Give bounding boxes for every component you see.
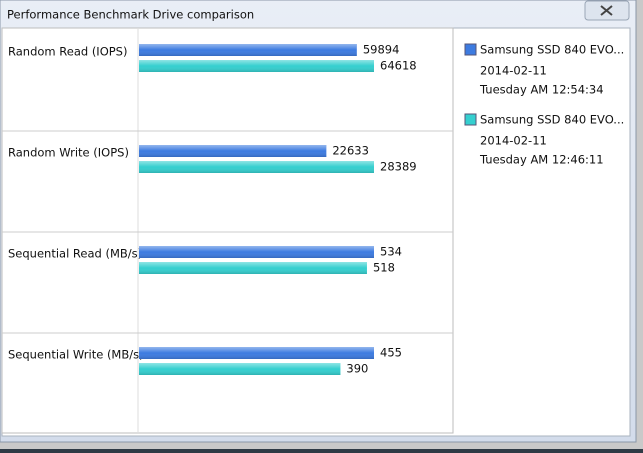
legend-date: 2014-02-11 — [480, 134, 547, 148]
legend-time: Tuesday AM 12:46:11 — [479, 153, 604, 167]
bar-shine — [139, 145, 327, 157]
close-icon — [600, 5, 613, 16]
legend-name: Samsung SSD 840 EVO... — [480, 43, 624, 57]
value-label: 59894 — [363, 43, 400, 57]
bar-shine — [139, 262, 367, 274]
category-label: Random Write (IOPS) — [8, 146, 129, 160]
category-label: Random Read (IOPS) — [8, 45, 127, 59]
value-label: 455 — [380, 346, 402, 360]
category-label: Sequential Write (MB/s) — [8, 348, 144, 362]
bar-shine — [139, 60, 374, 72]
value-label: 534 — [380, 245, 402, 259]
window-title: Performance Benchmark Drive comparison — [7, 8, 254, 22]
value-label: 390 — [346, 362, 368, 376]
legend-swatch — [464, 43, 477, 56]
legend-time: Tuesday AM 12:54:34 — [479, 83, 604, 97]
legend-swatch — [464, 113, 477, 126]
legend-date: 2014-02-11 — [480, 64, 547, 78]
bar-shine — [139, 161, 374, 173]
bar-shine — [139, 246, 374, 258]
value-label: 64618 — [380, 59, 417, 73]
bar-shine — [139, 363, 341, 375]
value-label: 28389 — [380, 160, 417, 174]
chart: Random Read (IOPS) 59894 64618 Random Write… — [2, 43, 624, 376]
category-label: Sequential Read (MB/s) — [8, 247, 142, 261]
value-label: 22633 — [332, 144, 369, 158]
bar-shine — [139, 347, 374, 359]
legend-name: Samsung SSD 840 EVO... — [480, 113, 624, 127]
bar-shine — [139, 44, 357, 56]
value-label: 518 — [373, 261, 395, 275]
